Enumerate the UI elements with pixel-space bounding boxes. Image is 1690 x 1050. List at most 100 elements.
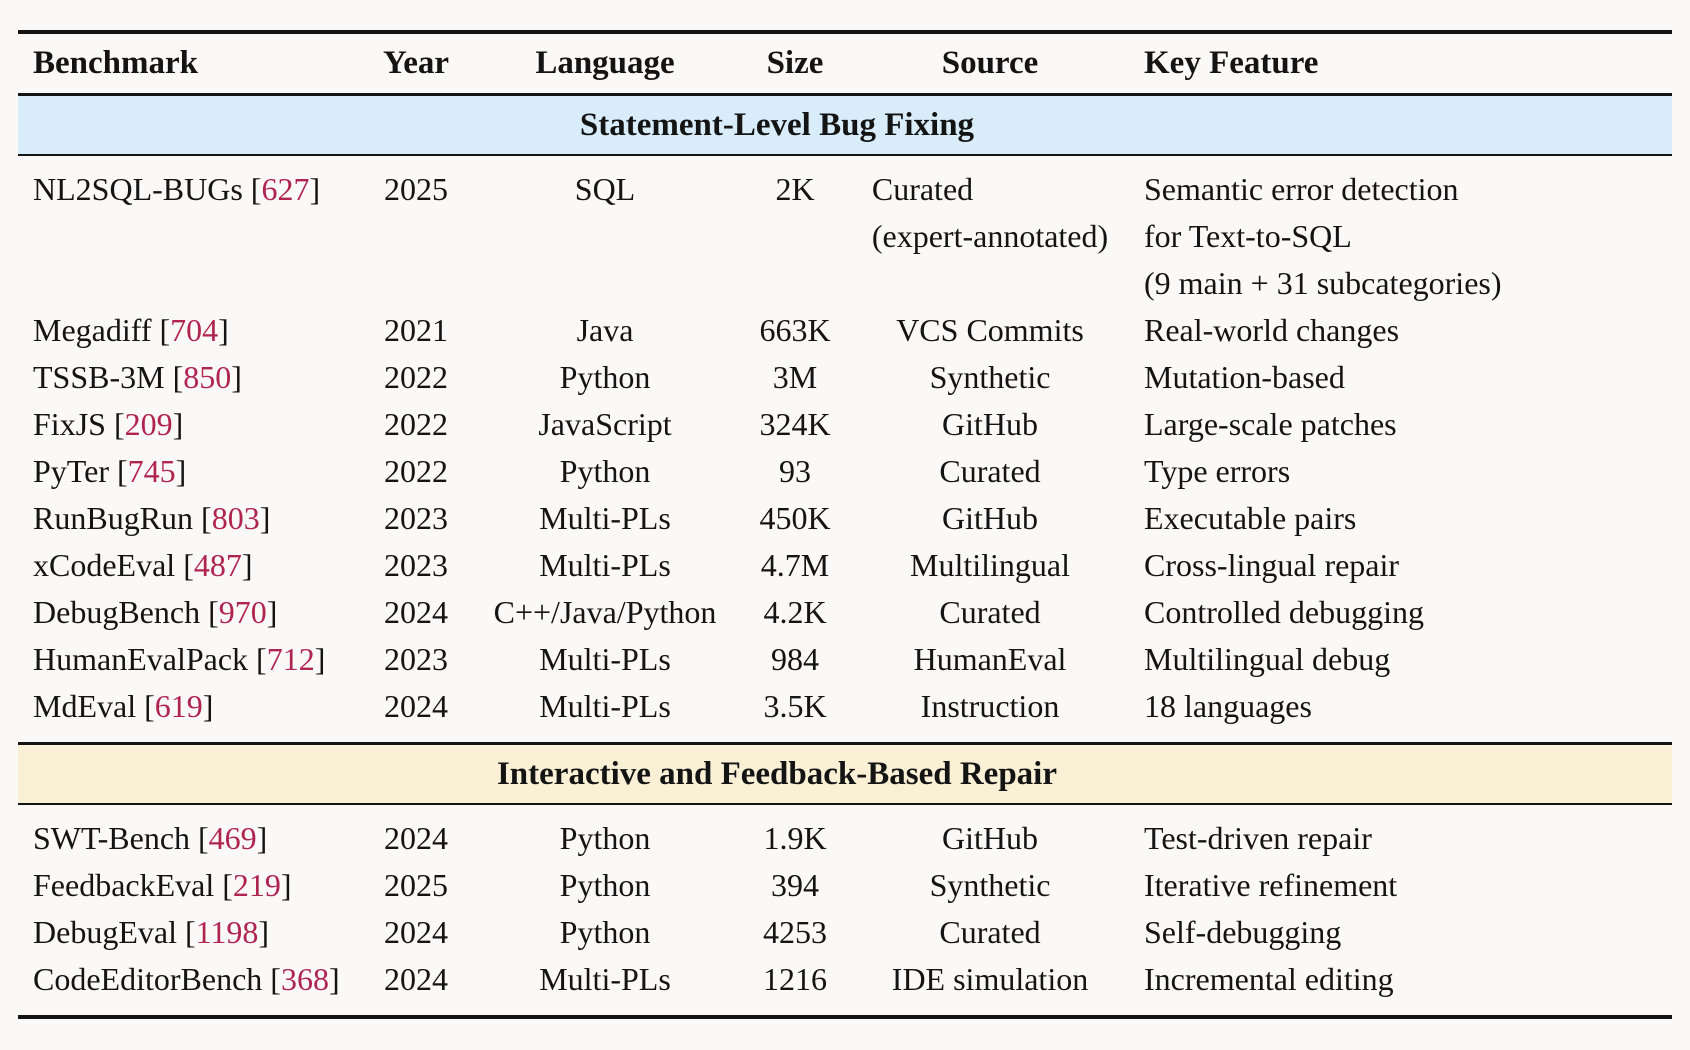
cell-language: C++/Java/Python [493, 594, 717, 630]
key-feature-line: Test-driven repair [1144, 820, 1372, 856]
table-row-debugeval: DebugEval [1198] 2024 Python 4253 Curated Sel… [18, 909, 1672, 956]
citation-link[interactable]: [619] [144, 688, 214, 724]
citation-number[interactable]: 619 [154, 688, 203, 724]
cell-benchmark: xCodeEval [487] [18, 542, 360, 589]
citation-link[interactable]: [970] [208, 594, 278, 630]
table-row-debugbench: DebugBench [970] 2024 C++/Java/Python 4.2K C… [18, 589, 1672, 636]
cell-key-feature: Self-debugging [1128, 909, 1672, 956]
cell-year: 2023 [384, 500, 448, 536]
citation-link[interactable]: [627] [250, 171, 321, 207]
cell-language: Python [559, 914, 651, 950]
citation-link[interactable]: [368] [270, 961, 340, 997]
citation-number[interactable]: 487 [193, 547, 242, 583]
citation-link[interactable]: [712] [256, 641, 326, 677]
cell-benchmark: DebugEval [1198] [18, 909, 360, 956]
citation-link[interactable]: [487] [183, 547, 253, 583]
source-text: Curated [939, 594, 1041, 630]
citation-link[interactable]: [219] [222, 867, 292, 903]
source-text: GitHub [942, 820, 1038, 856]
cell-language: SQL [574, 171, 636, 207]
cell-size: 3M [772, 359, 818, 395]
cell-benchmark: HumanEvalPack [712] [18, 636, 360, 683]
benchmark-table: Benchmark Year Language Size Source Key … [18, 30, 1672, 1019]
source-text: Curated [939, 914, 1041, 950]
benchmark-name: FixJS [33, 406, 114, 442]
citation-number[interactable]: 209 [124, 406, 173, 442]
citation-number[interactable]: 627 [261, 171, 310, 207]
cell-source: Instruction [852, 683, 1128, 744]
source-text: Curated [939, 453, 1041, 489]
citation-number[interactable]: 970 [218, 594, 267, 630]
cell-size: 2K [775, 171, 815, 207]
citation-link[interactable]: [850] [172, 359, 242, 395]
citation-number[interactable]: 712 [266, 641, 315, 677]
cell-key-feature: Iterative refinement [1128, 862, 1672, 909]
citation-number[interactable]: 368 [280, 961, 329, 997]
cell-source: IDE simulation [852, 956, 1128, 1017]
cell-size: 1.9K [763, 820, 827, 856]
table-row-swt-bench: SWT-Bench [469] 2024 Python 1.9K GitHub Test-… [18, 804, 1672, 862]
cell-size: 4253 [763, 914, 827, 950]
benchmark-name: DebugBench [33, 594, 209, 630]
table-row-nl2sql-bugs: NL2SQL-BUGs [627] 2025 SQL 2K Curated (expert… [18, 155, 1672, 307]
cell-language: Python [559, 359, 651, 395]
citation-number[interactable]: 1198 [195, 914, 259, 950]
citation-link[interactable]: [1198] [184, 914, 270, 950]
key-feature-line: Self-debugging [1144, 914, 1342, 950]
key-feature-line: Controlled debugging [1144, 594, 1424, 630]
cell-key-feature: Test-driven repair [1128, 804, 1672, 862]
section-title: Interactive and Feedback-Based Repair [18, 742, 1672, 805]
source-text: Synthetic [929, 867, 1051, 903]
key-feature-line: Cross-lingual repair [1144, 547, 1400, 583]
citation-link[interactable]: [469] [198, 820, 268, 856]
key-feature-line: Iterative refinement [1144, 867, 1398, 903]
cell-key-feature: Cross-lingual repair [1128, 542, 1672, 589]
cell-source: Curated (expert-annotated) [852, 155, 1128, 307]
key-feature-line: Large-scale patches [1144, 406, 1397, 442]
column-header-language: Language [472, 32, 738, 96]
citation-number[interactable]: 850 [183, 359, 232, 395]
cell-source: GitHub [852, 401, 1128, 448]
cell-key-feature: Real-world changes [1128, 307, 1672, 354]
citation-number[interactable]: 745 [127, 453, 176, 489]
cell-source: Curated [852, 909, 1128, 956]
cell-key-feature: Incremental editing [1128, 956, 1672, 1017]
citation-link[interactable]: [803] [201, 500, 271, 536]
citation-link[interactable]: [209] [113, 406, 184, 442]
table-row-mdeval: MdEval [619] 2024 Multi-PLs 3.5K Instruction… [18, 683, 1672, 744]
benchmark-name: RunBugRun [33, 500, 202, 536]
cell-size: 4.2K [763, 594, 827, 630]
cell-year: 2024 [384, 820, 448, 856]
cell-year: 2024 [384, 688, 448, 724]
cell-source: Curated [852, 589, 1128, 636]
table-row-humanevalpack: HumanEvalPack [712] 2023 Multi-PLs 984 Human… [18, 636, 1672, 683]
key-feature-line: Mutation-based [1144, 359, 1345, 395]
citation-link[interactable]: [745] [116, 453, 187, 489]
section-header-interactive-and-feedback-based-repair: Interactive and Feedback-Based Repair [18, 742, 1672, 805]
cell-benchmark: NL2SQL-BUGs [627] [18, 155, 360, 307]
citation-number[interactable]: 704 [170, 312, 219, 348]
key-feature-line: Multilingual debug [1144, 641, 1391, 677]
cell-language: Multi-PLs [539, 547, 671, 583]
table-row-xcodeeval: xCodeEval [487] 2023 Multi-PLs 4.7M Multilin… [18, 542, 1672, 589]
cell-size: 1216 [763, 961, 827, 997]
section-header-statement-level-bug-fixing: Statement-Level Bug Fixing [18, 94, 1672, 156]
citation-link[interactable]: [704] [159, 312, 229, 348]
benchmark-table-container: Benchmark Year Language Size Source Key … [18, 30, 1672, 1019]
benchmark-name: MdEval [33, 688, 145, 724]
table-row-fixjs: FixJS [209] 2022 JavaScript 324K GitHub Large… [18, 401, 1672, 448]
column-header-size: Size [738, 32, 852, 96]
citation-number[interactable]: 803 [211, 500, 260, 536]
citation-number[interactable]: 219 [232, 867, 281, 903]
cell-year: 2022 [384, 453, 448, 489]
cell-benchmark: Megadiff [704] [18, 307, 360, 354]
key-feature-line: (9 main + 31 subcategories) [1144, 265, 1502, 301]
cell-year: 2024 [384, 961, 448, 997]
cell-language: Python [559, 453, 651, 489]
benchmark-name: CodeEditorBench [33, 961, 271, 997]
column-header-source: Source [852, 32, 1128, 96]
citation-number[interactable]: 469 [208, 820, 257, 856]
cell-key-feature: 18 languages [1128, 683, 1672, 744]
cell-year: 2023 [384, 547, 448, 583]
cell-language: Multi-PLs [539, 961, 671, 997]
